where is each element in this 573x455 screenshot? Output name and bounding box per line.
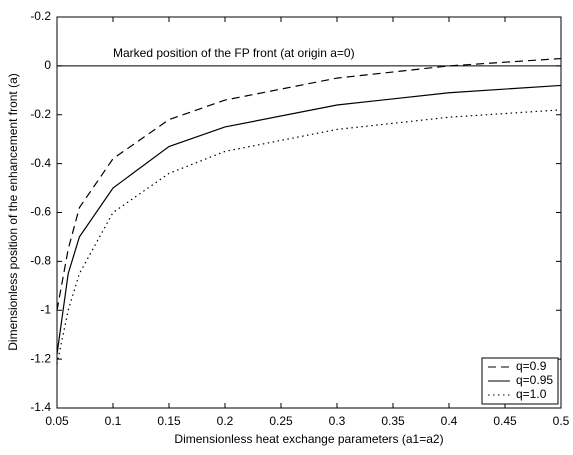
x-tick-label: 0.25 [269,414,293,428]
series-line [56,84,562,355]
y-tick-label: -0.6 [30,205,51,219]
series-line [56,57,562,311]
y-tick-label: -0.8 [30,254,51,268]
x-tick-label: 0.35 [381,414,405,428]
x-tick-label: 0.1 [105,414,122,428]
y-tick-label: -1.2 [30,351,51,365]
plot-frame [56,16,562,409]
y-tick-label: -0.2 [30,107,51,121]
reference-label: Marked position of the FP front (at orig… [113,46,355,60]
legend-label: q=1.0 [516,387,547,401]
x-tick-label: 0.05 [45,414,69,428]
y-axis-label: Dimensionless position of the enhancemen… [6,73,20,350]
x-tick-label: 0.4 [441,414,458,428]
y-tick-label: -0.2 [30,9,51,23]
series-line [56,109,562,365]
x-tick-label: 0.5 [553,414,570,428]
x-tick-label: 0.45 [493,414,517,428]
y-tick-label: -1 [40,302,51,316]
legend-label: q=0.95 [516,373,553,387]
legend-label: q=0.9 [516,359,547,373]
y-tick-label: 0 [44,58,51,72]
x-tick-label: 0.15 [157,414,181,428]
x-tick-label: 0.3 [329,414,346,428]
y-tick-label: -1.4 [30,400,51,414]
x-axis-label: Dimensionless heat exchange parameters (… [174,432,443,446]
y-tick-label: -0.4 [30,156,51,170]
x-tick-label: 0.2 [217,414,234,428]
